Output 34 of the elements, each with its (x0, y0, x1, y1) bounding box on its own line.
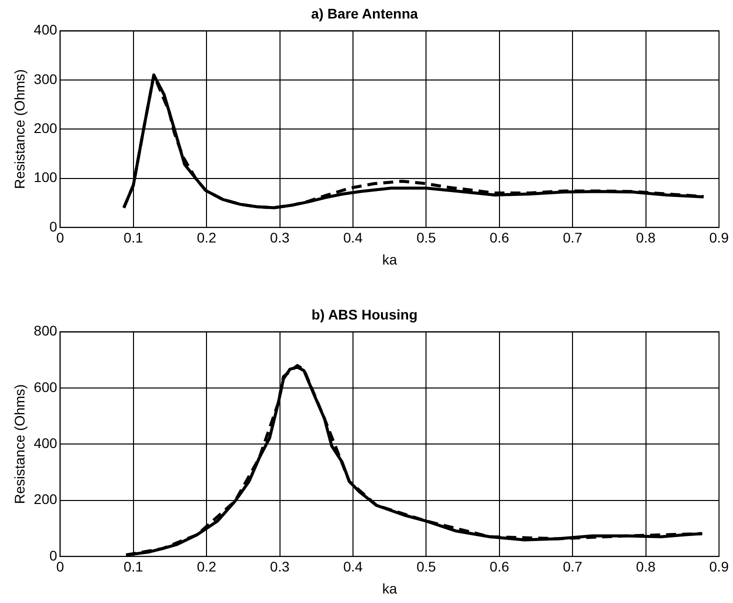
y-axis-title: Resistance (Ohms) (11, 69, 28, 190)
y-tick-label: 0 (49, 218, 58, 234)
y-tick-label: 200 (34, 120, 58, 136)
x-tick-label: 0.3 (270, 558, 290, 575)
x-tick-label: 0.4 (343, 558, 363, 575)
x-tick-label: 0.1 (124, 230, 144, 246)
x-axis-title: ka (382, 251, 398, 268)
x-tick-label: 0.3 (270, 230, 290, 246)
y-tick-label: 200 (34, 491, 58, 508)
x-tick-label: 0.6 (490, 230, 510, 246)
x-tick-label: 0.7 (562, 558, 583, 575)
x-tick-label: 0.2 (196, 558, 217, 575)
x-tick-label: 0.4 (343, 230, 363, 246)
x-tick-label: 0.9 (709, 230, 729, 246)
y-tick-label: 400 (34, 434, 58, 451)
y-tick-label: 600 (34, 378, 58, 395)
y-tick-label: 100 (34, 169, 58, 186)
x-tick-label: 0.5 (416, 230, 436, 246)
y-axis-title: Resistance (Ohms) (11, 384, 28, 504)
x-tick-label: 0.5 (416, 558, 436, 575)
x-axis-title: ka (382, 580, 398, 596)
y-tick-label: 300 (34, 70, 58, 87)
x-tick-label: 0.1 (124, 558, 144, 575)
y-tick-label: 800 (34, 322, 58, 339)
x-tick-label: 0.8 (636, 558, 656, 575)
x-tick-label: 0.7 (562, 230, 583, 246)
y-tick-label: 400 (34, 22, 58, 38)
y-tick-label: 0 (49, 547, 58, 564)
x-tick-label: 0.6 (490, 558, 510, 575)
x-tick-label: 0.9 (709, 558, 729, 575)
x-tick-label: 0.2 (196, 230, 217, 246)
chart-title: b) ABS Housing (311, 306, 418, 322)
chart-title: a) Bare Antenna (311, 5, 418, 22)
x-tick-label: 0.8 (636, 230, 656, 246)
